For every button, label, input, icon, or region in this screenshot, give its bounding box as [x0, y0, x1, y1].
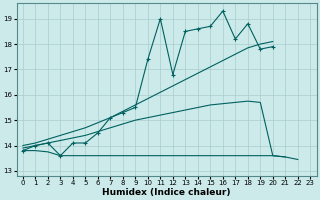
X-axis label: Humidex (Indice chaleur): Humidex (Indice chaleur)	[102, 188, 231, 197]
